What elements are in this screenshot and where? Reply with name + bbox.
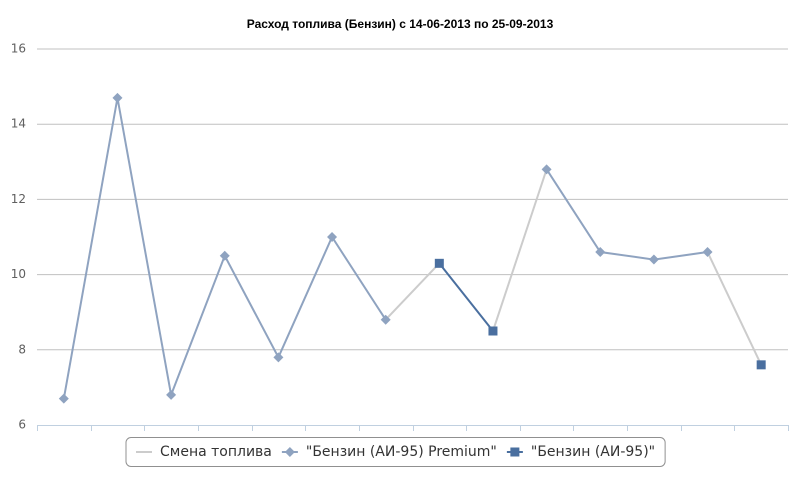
- legend-label: "Бензин (АИ-95)": [531, 444, 655, 460]
- y-tick-label: 16: [11, 42, 26, 56]
- fuel-change-line: [706, 251, 763, 366]
- point: [273, 352, 284, 363]
- point: [434, 258, 444, 268]
- legend-label: Смена топлива: [160, 444, 272, 460]
- point: [112, 92, 123, 103]
- chart-title: Расход топлива (Бензин) с 14-06-2013 по …: [247, 17, 554, 31]
- point: [648, 254, 659, 265]
- point: [510, 447, 520, 457]
- legend-label: "Бензин (АИ-95) Premium": [306, 444, 497, 460]
- point: [58, 393, 69, 404]
- point: [756, 360, 766, 370]
- point: [488, 326, 498, 336]
- point: [702, 247, 713, 258]
- point: [284, 447, 295, 457]
- point: [541, 164, 552, 175]
- point: [166, 389, 177, 400]
- series-line: [438, 262, 494, 332]
- y-tick-label: 14: [11, 117, 26, 131]
- fuel-change-line: [492, 169, 548, 332]
- point: [219, 250, 230, 261]
- point: [595, 247, 606, 258]
- series-line: [545, 168, 708, 261]
- y-tick-label: 8: [18, 342, 26, 356]
- legend-box: [125, 437, 666, 467]
- point: [380, 314, 391, 325]
- series-line: [62, 97, 387, 399]
- fuel-change-line: [384, 262, 441, 321]
- point: [327, 232, 338, 242]
- y-tick-label: 12: [11, 192, 26, 206]
- y-tick-label: 6: [18, 418, 26, 432]
- y-tick-label: 10: [11, 267, 26, 281]
